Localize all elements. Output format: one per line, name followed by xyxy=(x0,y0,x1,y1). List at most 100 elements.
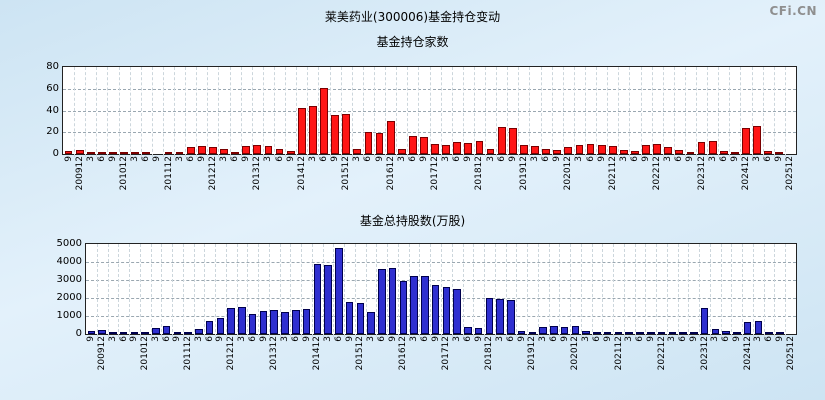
v-gridline xyxy=(430,244,432,337)
v-gridline xyxy=(193,244,195,337)
fund-shares-bar xyxy=(582,331,590,334)
v-gridline xyxy=(311,244,313,337)
y-tick-label: 80 xyxy=(46,61,59,72)
x-tick-label: 3 xyxy=(618,156,629,162)
x-tick-label: 3 xyxy=(574,156,585,162)
v-gridline xyxy=(537,244,539,337)
x-tick-label: 3 xyxy=(130,156,141,162)
v-gridline xyxy=(774,244,776,337)
x-tick-label: 3 xyxy=(366,336,377,342)
x-tick-label: 6 xyxy=(363,156,374,162)
v-gridline xyxy=(419,244,421,337)
v-gridline xyxy=(613,244,615,337)
fund-count-bar xyxy=(708,140,717,154)
fund-shares-bar xyxy=(227,307,235,334)
fund-count-bar xyxy=(64,150,73,154)
x-tick-label: 3 xyxy=(752,156,763,162)
v-gridline xyxy=(773,67,775,157)
x-tick-label: 9 xyxy=(172,336,183,342)
fund-count-bar xyxy=(408,135,417,154)
fund-count-chart: 0 20 40 60 80 9 200912 3 6 9 201012 3 6 9 201112 3 6 9 201… xyxy=(46,61,797,190)
x-tick-label: 9 xyxy=(374,156,385,162)
x-tick-label: 201412 xyxy=(296,156,307,191)
x-tick-label: 6 xyxy=(318,156,329,162)
cfi-logo: CFi.CN xyxy=(769,4,817,18)
fund-shares-bar xyxy=(270,309,278,334)
x-tick-label: 6 xyxy=(591,336,602,342)
v-gridline xyxy=(182,244,184,337)
v-gridline xyxy=(640,67,642,157)
fund-count-bar xyxy=(164,152,173,154)
y-tick-label: 0 xyxy=(75,328,82,339)
v-gridline xyxy=(408,244,410,337)
x-tick-label: 3 xyxy=(280,336,290,342)
fund-shares-bar xyxy=(603,332,612,334)
x-tick-label: 6 xyxy=(247,336,258,342)
fund-count-bar xyxy=(420,136,428,154)
v-gridline xyxy=(118,244,120,337)
v-gridline xyxy=(74,67,76,157)
fund-count-bar xyxy=(386,121,395,154)
x-tick-label: 9 xyxy=(596,156,607,162)
fund-shares-bar xyxy=(399,280,408,334)
v-gridline xyxy=(204,244,206,337)
x-tick-label: 201512 xyxy=(341,156,352,191)
fund-shares-bar xyxy=(700,307,709,334)
v-gridline xyxy=(196,67,198,157)
v-gridline xyxy=(451,67,453,157)
v-gridline xyxy=(507,67,509,157)
v-gridline xyxy=(699,244,701,337)
x-tick-label: 3 xyxy=(441,156,452,162)
x-tick-label: 200912 xyxy=(74,156,85,191)
x-tick-label: 6 xyxy=(548,336,559,342)
fund-count-bar xyxy=(297,108,306,154)
y-tick-label: 3000 xyxy=(56,274,82,285)
v-gridline xyxy=(634,244,636,337)
y-tick-label: 4000 xyxy=(56,256,82,267)
x-tick-label: 6 xyxy=(764,336,775,342)
fund-shares-bar xyxy=(109,332,117,334)
x-tick-label: 201612 xyxy=(385,156,396,191)
fund-shares-bar xyxy=(560,326,569,334)
x-tick-label: 3 xyxy=(710,336,721,342)
fund-shares-bar xyxy=(614,332,623,334)
fund-count-bar xyxy=(520,145,528,154)
v-gridline xyxy=(484,244,486,337)
fund-count-bar xyxy=(753,125,761,154)
fund-count-bar xyxy=(431,144,439,154)
x-tick-label: 202512 xyxy=(785,336,796,371)
x-tick-label: 201012 xyxy=(140,336,151,371)
v-gridline xyxy=(151,67,153,157)
x-tick-label: 3 xyxy=(323,336,334,342)
fund-count-bar xyxy=(631,150,639,154)
v-gridline xyxy=(602,244,604,337)
x-tick-label: 3 xyxy=(707,156,718,162)
v-gridline xyxy=(129,244,131,337)
v-gridline xyxy=(85,67,87,157)
fund-count-bar xyxy=(342,113,351,154)
fund-count-bar xyxy=(353,148,362,154)
fund-shares-bar xyxy=(141,331,149,334)
v-gridline xyxy=(262,67,264,157)
fund-count-bar xyxy=(697,142,706,154)
x-tick-label: 201012 xyxy=(119,156,130,191)
fund-count-bar xyxy=(275,148,284,154)
v-gridline xyxy=(107,244,109,337)
x-tick-label: 6 xyxy=(718,156,729,162)
v-gridline xyxy=(387,244,389,337)
fund-shares-bar xyxy=(410,275,418,334)
fund-shares-bar xyxy=(356,302,365,334)
x-tick-label: 9 xyxy=(731,336,742,342)
fund-count-bar xyxy=(719,150,728,154)
x-tick-label: 3 xyxy=(107,336,118,342)
x-tick-label: 9 xyxy=(63,156,74,162)
x-tick-label: 202012 xyxy=(563,156,574,191)
x-tick-label: 201912 xyxy=(527,336,538,371)
v-gridline xyxy=(494,244,496,337)
v-gridline xyxy=(559,244,561,337)
v-gridline xyxy=(607,67,609,157)
x-tick-label: 6 xyxy=(496,156,507,162)
v-gridline xyxy=(247,244,249,337)
x-tick-label: 3 xyxy=(624,336,635,342)
v-gridline xyxy=(268,244,270,337)
